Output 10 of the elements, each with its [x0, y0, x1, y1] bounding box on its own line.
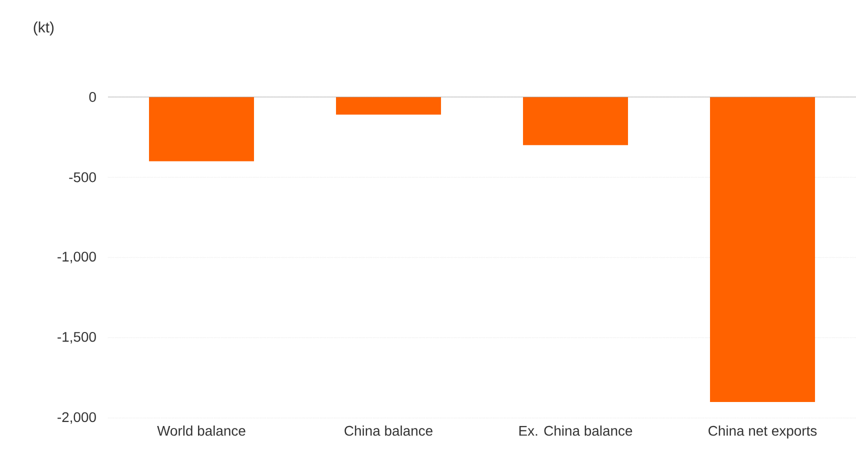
- y-tick-label: -1,500: [58, 332, 96, 344]
- x-tick-label: China balance: [344, 426, 432, 436]
- x-tick-label: Ex. China balance: [519, 426, 632, 436]
- x-tick-label: World balance: [157, 426, 246, 436]
- y-tick-label: -1,000: [58, 252, 96, 264]
- y-tick-label: -2,000: [58, 412, 96, 424]
- y-tick-label: -500: [69, 172, 96, 182]
- y-tick-label: 0: [89, 92, 96, 102]
- y-axis-title: (kt): [34, 22, 54, 36]
- x-tick-label: China net exports: [708, 426, 817, 439]
